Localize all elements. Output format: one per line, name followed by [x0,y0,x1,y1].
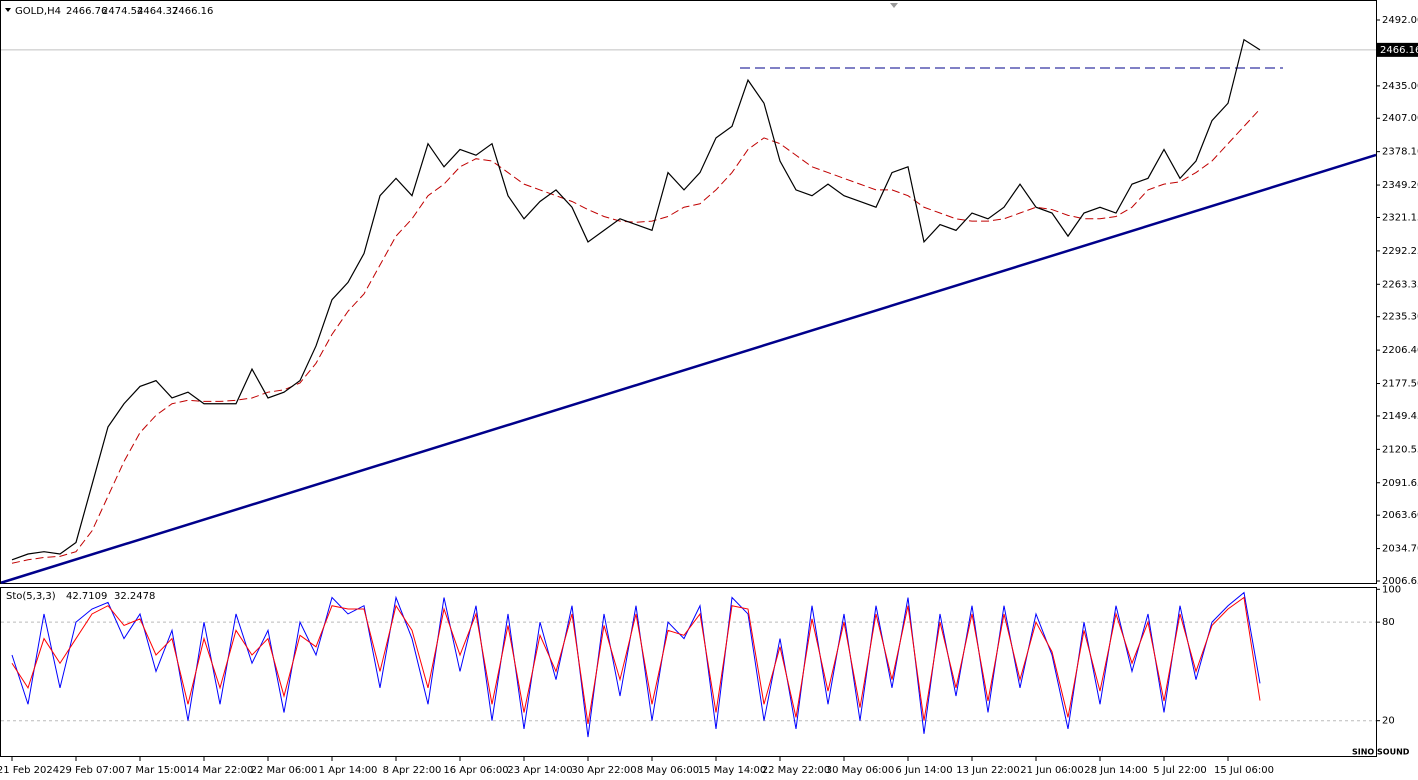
y-tick-label: 2063.60 [1382,510,1418,521]
y-tick-label: 2034.70 [1382,544,1418,555]
y-tick-label: 2407.00 [1382,113,1418,124]
x-tick-label: 22 May 22:00 [762,765,831,776]
x-tick-label: 30 Apr 22:00 [571,765,636,776]
y-tick-label: 2378.10 [1382,147,1418,158]
shift-marker [890,3,898,8]
stoch-signal [11,596,1261,725]
x-tick-label: 29 Feb 07:00 [59,765,125,776]
y-tick-label: 2492.00 [1382,15,1418,26]
symbol: GOLD,H4 [15,6,61,17]
x-tick-label: 30 May 06:00 [826,765,895,776]
x-tick-label: 21 Feb 2024 [0,765,59,776]
y-tick-label: 2006.65 [1382,576,1418,587]
watermark: SINO SOUND [1352,748,1410,757]
y-tick-label: 2177.50 [1382,379,1418,390]
main-frame [0,0,1377,584]
close: 2466.16 [172,6,213,17]
x-tick-label: 13 Jun 22:00 [956,765,1020,776]
x-tick-label: 22 Mar 06:00 [251,765,318,776]
y-tick-label: 2149.45 [1382,411,1418,422]
low: 2464.37 [137,6,178,17]
x-tick-label: 6 Jun 14:00 [895,765,952,776]
stoch-frame [0,587,1377,757]
y-tick-label: 2235.30 [1382,312,1418,323]
y2-tick-label: 20 [1382,716,1395,727]
x-tick-label: 14 Mar 22:00 [187,765,254,776]
x-tick-label: 1 Apr 14:00 [319,765,378,776]
price-line [11,38,1261,561]
y-tick-label: 2091.65 [1382,478,1418,489]
x-tick-label: 8 May 06:00 [637,765,699,776]
x-tick-label: 8 Apr 22:00 [383,765,442,776]
y-tick-label: 2435.00 [1382,81,1418,92]
stoch-main-value: 42.7109 [66,591,107,602]
y-tick-label: 2292.25 [1382,246,1418,257]
y2-tick-label: 100 [1382,584,1401,595]
y-tick-label: 2263.35 [1382,279,1418,290]
x-tick-label: 5 Jul 22:00 [1153,765,1207,776]
x-tick-label: 21 Jun 06:00 [1020,765,1084,776]
current-price-tag [1377,42,1418,57]
x-tick-label: 7 Mar 15:00 [126,765,186,776]
menu-arrow [5,8,11,12]
current-price-label: 2466.16 [1380,45,1418,56]
x-tick-label: 15 May 14:00 [698,765,767,776]
x-tick-label: 15 Jul 06:00 [1214,765,1274,776]
high: 2474.54 [102,6,143,17]
y2-tick-label: 80 [1382,617,1395,628]
y-tick-label: 2349.20 [1382,180,1418,191]
y-tick-label: 2321.15 [1382,212,1418,223]
x-tick-label: 28 Jun 14:00 [1084,765,1148,776]
y-tick-label: 2206.40 [1382,345,1418,356]
stoch-main [11,591,1261,738]
x-tick-label: 23 Apr 14:00 [507,765,572,776]
trendline [0,153,1377,584]
y-tick-label: 2120.55 [1382,444,1418,455]
stoch-signal-value: 32.2478 [114,591,155,602]
x-tick-label: 16 Apr 06:00 [443,765,508,776]
stoch-title: Sto(5,3,3) [6,591,56,602]
open: 2466.76 [66,6,107,17]
moving-average [11,108,1261,564]
